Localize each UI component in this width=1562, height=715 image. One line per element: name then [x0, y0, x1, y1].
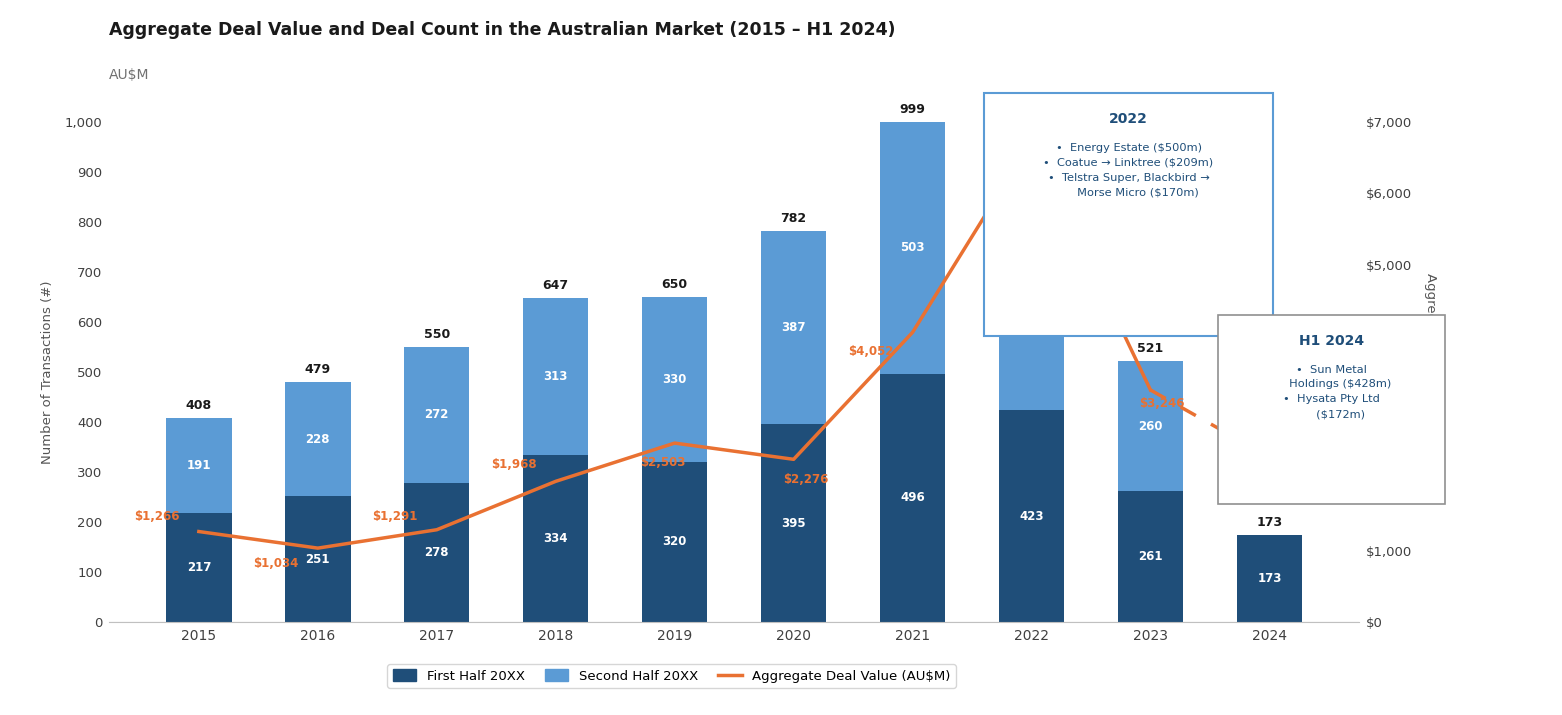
Text: 217: 217	[187, 561, 211, 574]
Bar	[523, 298, 589, 455]
Bar	[1118, 361, 1182, 491]
Text: 260: 260	[1139, 420, 1162, 433]
Bar	[286, 496, 350, 622]
Text: 272: 272	[425, 408, 448, 421]
Text: 759: 759	[1018, 223, 1045, 236]
Text: 479: 479	[305, 363, 331, 376]
Text: $1,034: $1,034	[253, 557, 298, 570]
Legend: First Half 20XX, Second Half 20XX, Aggregate Deal Value (AU$M): First Half 20XX, Second Half 20XX, Aggre…	[387, 664, 956, 688]
Text: 782: 782	[781, 212, 806, 225]
Text: 503: 503	[900, 242, 925, 255]
Text: 387: 387	[781, 321, 806, 334]
Text: 334: 334	[544, 532, 569, 545]
Bar	[998, 242, 1064, 410]
Text: $1,968: $1,968	[492, 458, 537, 471]
Text: 423: 423	[1020, 510, 1043, 523]
Bar	[523, 455, 589, 622]
Text: $2,306: $2,306	[1276, 465, 1321, 478]
Bar	[998, 410, 1064, 622]
Text: 550: 550	[423, 327, 450, 341]
Text: 647: 647	[542, 280, 569, 292]
Y-axis label: Number of Transactions (#): Number of Transactions (#)	[41, 280, 53, 463]
Text: 330: 330	[662, 373, 687, 386]
Text: $4,052: $4,052	[848, 345, 893, 358]
Bar	[166, 418, 231, 513]
Text: 191: 191	[186, 459, 211, 472]
Text: 320: 320	[662, 536, 687, 548]
Text: 228: 228	[306, 433, 330, 446]
Text: 496: 496	[900, 491, 925, 504]
Text: AU$M: AU$M	[109, 68, 150, 82]
Text: 173: 173	[1257, 572, 1281, 586]
Bar	[879, 122, 945, 374]
Bar	[761, 231, 826, 425]
Bar	[405, 347, 470, 483]
Y-axis label: Aggregate Deal Value (AU$M): Aggregate Deal Value (AU$M)	[1425, 272, 1437, 471]
Text: $6,734: $6,734	[1032, 147, 1078, 159]
Bar	[1237, 536, 1303, 622]
Text: 251: 251	[306, 553, 330, 566]
Bar	[286, 383, 350, 496]
Text: 2022: 2022	[1109, 112, 1148, 127]
Bar	[642, 297, 708, 462]
Text: 173: 173	[1256, 516, 1282, 529]
Text: •  Sun Metal
     Holdings ($428m)
•  Hysata Pty Ltd
     ($172m): • Sun Metal Holdings ($428m) • Hysata Pt…	[1271, 365, 1392, 419]
Text: 261: 261	[1139, 551, 1162, 563]
Text: 999: 999	[900, 103, 926, 116]
Text: 521: 521	[1137, 342, 1164, 355]
Text: 408: 408	[186, 399, 212, 412]
Bar	[1118, 491, 1182, 622]
Text: 336: 336	[1020, 320, 1043, 332]
Text: 278: 278	[425, 546, 448, 559]
Bar	[879, 374, 945, 622]
Text: $2,276: $2,276	[783, 473, 828, 485]
Bar	[166, 513, 231, 622]
Text: 395: 395	[781, 517, 806, 530]
Bar	[761, 425, 826, 622]
Bar	[642, 462, 708, 622]
Text: $1,291: $1,291	[372, 510, 417, 523]
Text: $3,246: $3,246	[1140, 398, 1186, 410]
Text: 650: 650	[662, 277, 687, 291]
Text: $2,503: $2,503	[640, 456, 686, 469]
Bar	[405, 483, 470, 622]
Text: Aggregate Deal Value and Deal Count in the Australian Market (2015 – H1 2024): Aggregate Deal Value and Deal Count in t…	[109, 21, 897, 39]
Text: 313: 313	[544, 370, 569, 383]
Text: $1,266: $1,266	[134, 510, 180, 523]
Text: •  Energy Estate ($500m)
•  Coatue → Linktree ($209m)
•  Telstra Super, Blackbir: • Energy Estate ($500m) • Coatue → Linkt…	[1043, 143, 1214, 197]
Text: H1 2024: H1 2024	[1300, 334, 1364, 348]
